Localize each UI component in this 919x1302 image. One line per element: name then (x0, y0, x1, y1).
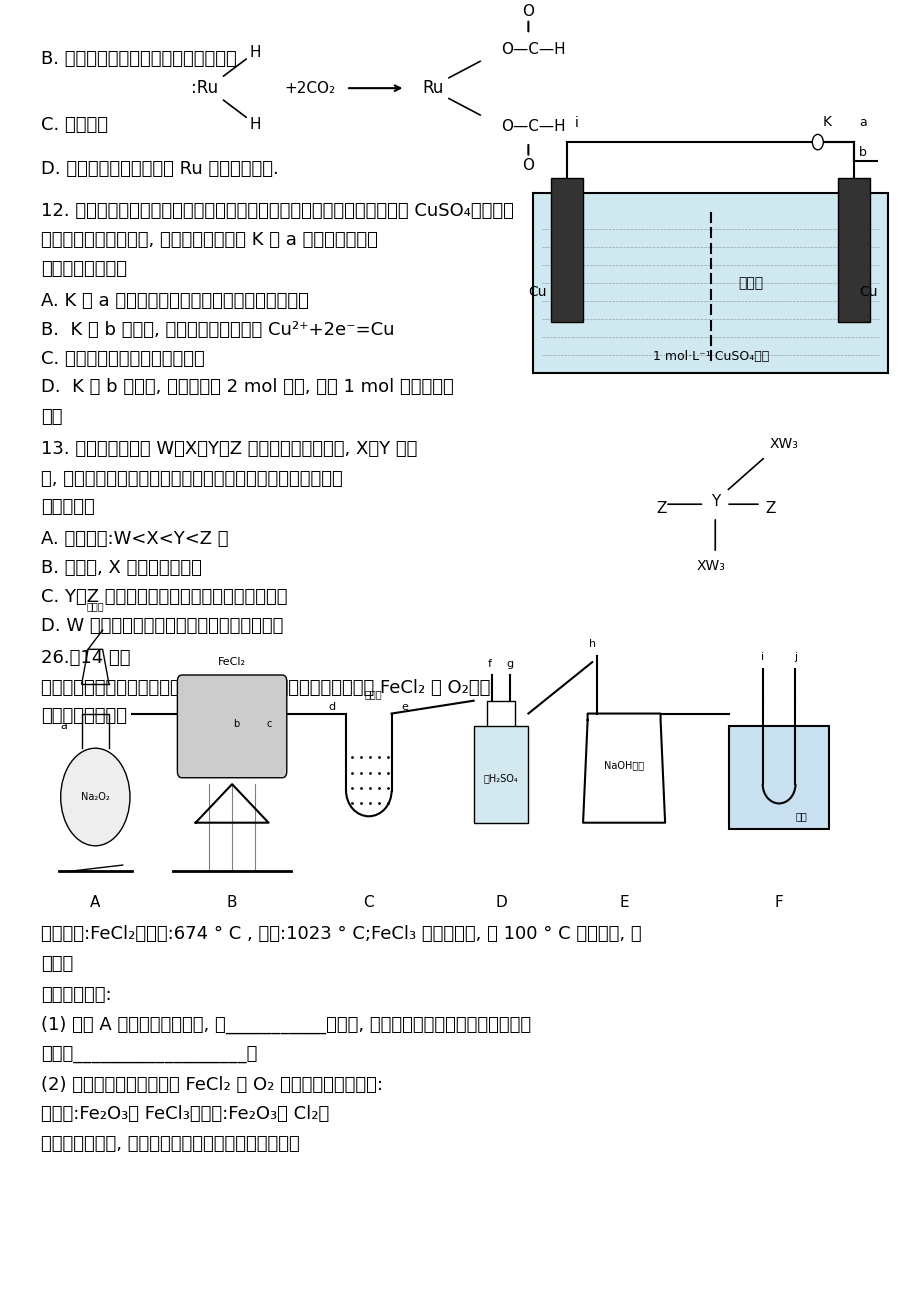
Text: B.  K 与 b 连接时, 正极的电极反应式为 Cu²⁺+2e⁻=Cu: B. K 与 b 连接时, 正极的电极反应式为 Cu²⁺+2e⁻=Cu (40, 320, 393, 339)
Text: H: H (249, 44, 260, 60)
Text: C: C (363, 894, 374, 910)
Text: +2CO₂: +2CO₂ (284, 81, 335, 95)
Text: (1) 装置 A 中分液漏斗使用前, 需___________并洗净, 对漏斗下端活塞处进行检查的操作: (1) 装置 A 中分液漏斗使用前, 需___________并洗净, 对漏斗下… (40, 1016, 530, 1034)
Text: Na₂O₂: Na₂O₂ (81, 792, 109, 802)
Text: 应进行如下实验。: 应进行如下实验。 (40, 707, 127, 725)
Text: D: D (494, 894, 506, 910)
Text: f: f (488, 659, 492, 669)
Text: 方法为___________________。: 方法为___________________。 (40, 1044, 256, 1062)
Bar (532, 194, 888, 374)
Text: 碱石灰: 碱石灰 (364, 689, 381, 699)
Text: 的装置示意图如图所示, 该电池使用前先将 K 与 a 连接一段时间。: 的装置示意图如图所示, 该电池使用前先将 K 与 a 连接一段时间。 (40, 230, 377, 249)
Text: 26.（14 分）: 26.（14 分） (40, 650, 130, 668)
Text: 12. 一种浓差电池的放电原理是利用电解质溶液的浓度不同而产生电流。某 CuSO₄浓差电池: 12. 一种浓差电池的放电原理是利用电解质溶液的浓度不同而产生电流。某 CuSO… (40, 202, 513, 220)
FancyBboxPatch shape (177, 674, 287, 777)
Text: 下列说法错误的是: 下列说法错误的是 (40, 260, 127, 279)
Circle shape (811, 134, 823, 150)
Text: Cu: Cu (528, 285, 546, 299)
Text: 13. 短周期主族元素 W、X、Y、Z 的原子序数依次增大, X、Y 同主: 13. 短周期主族元素 W、X、Y、Z 的原子序数依次增大, X、Y 同主 (40, 440, 416, 458)
Text: O—C—H: O—C—H (501, 120, 565, 134)
Text: Z: Z (655, 500, 665, 516)
Text: (2) 小组同学对加热条件下 FeCl₂ 与 O₂ 的反应产物提出假设:: (2) 小组同学对加热条件下 FeCl₂ 与 O₂ 的反应产物提出假设: (40, 1075, 382, 1094)
Text: c: c (267, 719, 272, 729)
Text: XW₃: XW₃ (696, 559, 724, 573)
Text: O—C—H: O—C—H (501, 42, 565, 57)
Text: D.  K 与 b 连接时, 导线中通过 2 mol 电子, 约有 1 mol 离子通过交: D. K 与 b 连接时, 导线中通过 2 mol 电子, 约有 1 mol 离… (40, 379, 453, 396)
Text: 铁的氯化物在生产、生活中有广泛应用。某学习小组为探究加热条件下 FeCl₂ 与 O₂的反: 铁的氯化物在生产、生活中有广泛应用。某学习小组为探究加热条件下 FeCl₂ 与 … (40, 678, 490, 697)
Text: Z: Z (765, 500, 775, 516)
Text: :Ru: :Ru (191, 79, 218, 98)
Text: Y: Y (709, 495, 719, 509)
Text: b: b (233, 719, 239, 729)
Text: NaOH溶液: NaOH溶液 (604, 760, 643, 769)
Text: Cu: Cu (858, 285, 877, 299)
Text: 换膜: 换膜 (40, 408, 62, 426)
Text: 法正确的是: 法正确的是 (40, 497, 95, 516)
Text: 潮解。: 潮解。 (40, 954, 73, 973)
Text: h: h (588, 639, 596, 650)
Text: 浓H₂SO₄: 浓H₂SO₄ (483, 773, 517, 783)
Text: D. W 既可形成简单阳离子又可形成简单阴离子: D. W 既可形成简单阳离子又可形成简单阴离子 (40, 617, 283, 635)
Text: i: i (760, 652, 764, 663)
Text: b: b (858, 146, 866, 159)
Text: d: d (328, 702, 335, 712)
Text: C. Y、Z 的最高价氧化物对应的水化物均为强酸: C. Y、Z 的最高价氧化物对应的水化物均为强酸 (40, 587, 287, 605)
Text: a: a (858, 116, 866, 129)
Bar (728, 727, 828, 829)
Text: B. 反应过程中碳元素的化合价保持不变: B. 反应过程中碳元素的化合价保持不变 (40, 49, 236, 68)
Text: A. K 与 a 连接的目的是形成两电极区溶液的浓度差: A. K 与 a 连接的目的是形成两电极区溶液的浓度差 (40, 293, 308, 310)
Text: H: H (249, 117, 260, 132)
Bar (837, 178, 869, 322)
Text: B. 常温下, X 的氢化物为气体: B. 常温下, X 的氢化物为气体 (40, 560, 201, 578)
Text: O: O (522, 158, 534, 173)
Text: B: B (227, 894, 237, 910)
Text: g: g (506, 659, 513, 669)
Text: 冷水: 冷水 (795, 811, 807, 822)
Text: i: i (573, 116, 577, 130)
Bar (473, 727, 528, 823)
Text: 蒸馏水: 蒸馏水 (86, 600, 104, 611)
Text: A. 原子半径:W<X<Y<Z 。: A. 原子半径:W<X<Y<Z 。 (40, 530, 228, 548)
Text: O: O (522, 4, 534, 18)
Text: K: K (822, 116, 831, 129)
Text: Ru: Ru (422, 79, 443, 98)
Text: F: F (774, 894, 783, 910)
Text: 回答下列问题:: 回答下列问题: (40, 986, 111, 1004)
Text: j: j (793, 652, 796, 663)
Text: 交换膜: 交换膜 (737, 276, 763, 290)
Text: 族, 四种元素形成的一种用途广泛的单体结构如图所示。下列说: 族, 四种元素形成的一种用途广泛的单体结构如图所示。下列说 (40, 470, 342, 487)
Text: 1 mol·L⁻¹ CuSO₄溶液: 1 mol·L⁻¹ CuSO₄溶液 (652, 350, 768, 363)
Text: e: e (402, 702, 408, 712)
Text: C. 存在反应: C. 存在反应 (40, 116, 108, 134)
Text: C. 交换膜适合选择阳离子交换膜: C. 交换膜适合选择阳离子交换膜 (40, 350, 204, 368)
Text: A: A (90, 894, 100, 910)
Text: E: E (618, 894, 629, 910)
Text: a: a (60, 721, 67, 732)
Text: 查阅资料:FeCl₂的熔点:674 ° C , 沸点:1023 ° C;FeCl₃ 为棕色固体, 在 100 ° C 左右升华, 易: 查阅资料:FeCl₂的熔点:674 ° C , 沸点:1023 ° C;FeCl… (40, 926, 641, 944)
Text: XW₃: XW₃ (769, 437, 798, 450)
Text: 假设一:Fe₂O₃和 FeCl₃假设二:Fe₂O₃和 Cl₂。: 假设一:Fe₂O₃和 FeCl₃假设二:Fe₂O₃和 Cl₂。 (40, 1105, 328, 1124)
Text: 为验证反应产物, 该小组同学利用图中装置进行实验。: 为验证反应产物, 该小组同学利用图中装置进行实验。 (40, 1135, 299, 1152)
Bar (550, 178, 583, 322)
Text: FeCl₂: FeCl₂ (218, 658, 245, 667)
Circle shape (61, 749, 130, 846)
Text: D. 反应过程中存在两种含 Ru 元素的中间体.: D. 反应过程中存在两种含 Ru 元素的中间体. (40, 160, 278, 178)
